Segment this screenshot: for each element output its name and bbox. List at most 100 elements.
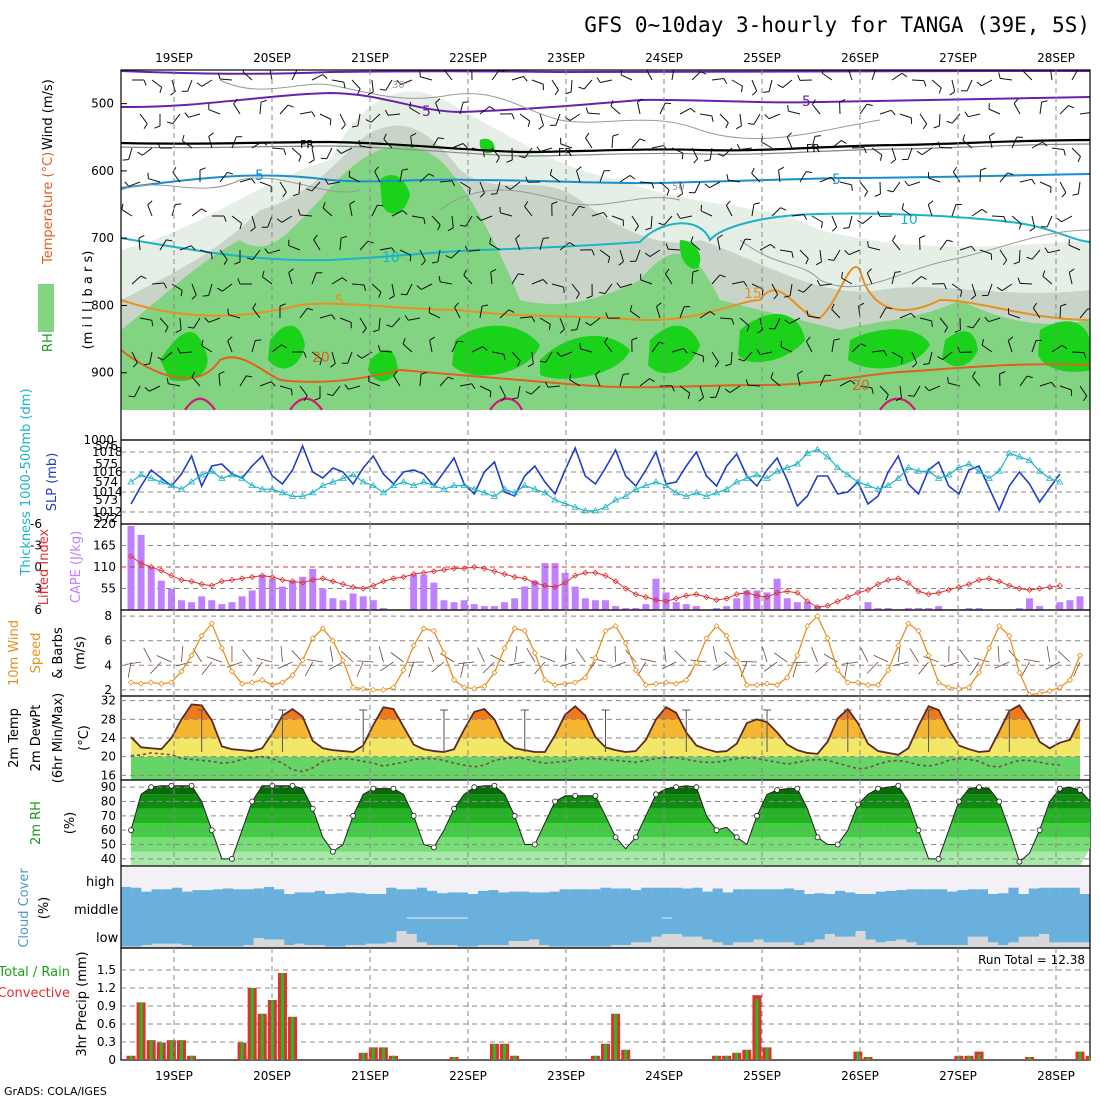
wind-barb-flag bbox=[363, 284, 367, 291]
precip-plot bbox=[121, 969, 1090, 1060]
surface-wind-barb bbox=[540, 655, 556, 663]
surface-wind-barb bbox=[329, 646, 334, 663]
cloud-cell-middle bbox=[794, 894, 805, 920]
thickness-point bbox=[369, 481, 378, 489]
cloud-cell-middle bbox=[192, 894, 204, 920]
y-tick-label: 70 bbox=[101, 809, 116, 823]
cloud-cell-high bbox=[886, 890, 897, 895]
wind-barb bbox=[1077, 181, 1081, 194]
wind-barb bbox=[291, 70, 298, 81]
wind-barb-flag bbox=[454, 302, 459, 308]
cloud-cell-high-bg bbox=[549, 866, 561, 894]
rh-point bbox=[249, 798, 256, 805]
wind-barb-flag bbox=[923, 80, 927, 87]
wind-barb bbox=[128, 147, 133, 160]
cloud-cell-low-sky bbox=[620, 920, 632, 946]
cloud-cell-high-bg bbox=[406, 866, 418, 894]
cloud-cell-low-sky bbox=[467, 920, 479, 947]
wind-barb bbox=[972, 317, 981, 329]
wind-barb bbox=[331, 79, 344, 83]
cloud-cell-low-sky bbox=[488, 920, 499, 946]
wind-barb bbox=[291, 147, 302, 157]
wind-barb bbox=[515, 238, 521, 251]
li-point bbox=[895, 575, 902, 582]
precip-bar-total bbox=[735, 1052, 739, 1060]
wind-barb bbox=[332, 385, 341, 396]
wind-speed-point bbox=[238, 680, 246, 687]
surface-wind-barb bbox=[534, 661, 546, 675]
wind-barb bbox=[968, 113, 981, 118]
wind-barb bbox=[1011, 136, 1018, 149]
rh-point bbox=[471, 784, 478, 791]
thickness-point bbox=[1056, 478, 1064, 485]
wind-barb bbox=[311, 147, 315, 160]
wind-barb bbox=[821, 72, 833, 81]
label-30: 30 bbox=[392, 80, 405, 91]
thickness-line bbox=[130, 448, 1061, 512]
cloud-cell-middle bbox=[631, 894, 642, 920]
surface-wind-barb bbox=[1073, 661, 1081, 677]
wind-barb bbox=[1019, 178, 1032, 183]
wind-speed-point bbox=[935, 679, 942, 686]
wind-barb-flag bbox=[463, 269, 467, 276]
wind-barb-flag bbox=[276, 218, 283, 223]
wind-barb-flag bbox=[885, 307, 893, 310]
wind-barb bbox=[811, 215, 823, 223]
cape-bar bbox=[511, 598, 519, 610]
cloud-cell-low bbox=[539, 945, 550, 948]
wind-barb bbox=[753, 113, 761, 125]
wind-barb-flag bbox=[340, 235, 347, 239]
surface-wind-barb bbox=[575, 648, 586, 663]
cape-bar bbox=[713, 608, 721, 610]
wind-barb bbox=[731, 281, 744, 285]
wind-barb-flag bbox=[483, 151, 485, 158]
wind-speed-point bbox=[975, 669, 983, 676]
cloud-cell-high bbox=[192, 890, 204, 895]
li-point bbox=[582, 569, 589, 576]
cloud-cell-middle bbox=[243, 894, 255, 920]
wind-barb-flag bbox=[864, 191, 868, 197]
surface-wind-barb bbox=[740, 661, 757, 663]
y-tick-label: 90 bbox=[101, 780, 116, 794]
cape-bar bbox=[803, 602, 811, 610]
wind-barb bbox=[611, 135, 614, 149]
wind-barb-flag bbox=[871, 387, 874, 394]
wind-barb bbox=[859, 385, 872, 389]
wind-barb bbox=[228, 314, 241, 319]
surface-wind-barb bbox=[431, 661, 445, 673]
cloud-cell-high bbox=[794, 890, 805, 895]
wind-barb bbox=[319, 314, 332, 319]
cloud-cell-middle bbox=[325, 894, 336, 920]
cloud-cell-high-bg bbox=[212, 866, 224, 894]
cloud-cell-low-sky bbox=[141, 920, 153, 946]
wind-barb-flag bbox=[612, 133, 619, 137]
wind-barb bbox=[919, 317, 932, 322]
cloud-cell-low bbox=[457, 946, 469, 948]
rh-point bbox=[128, 827, 134, 834]
wind-speed-point bbox=[622, 640, 629, 647]
cloud-cell-high bbox=[263, 886, 275, 895]
cape-bar bbox=[349, 593, 357, 610]
wind-barb bbox=[299, 308, 308, 319]
rh-point bbox=[511, 812, 518, 819]
cloud-cell-middle bbox=[518, 894, 530, 920]
cloud-level-low: low bbox=[96, 931, 119, 946]
li-point bbox=[1056, 582, 1063, 589]
precip-bar-total bbox=[715, 1055, 719, 1060]
thickness-point bbox=[521, 481, 529, 489]
thickness-point bbox=[450, 481, 458, 489]
wind-barb bbox=[928, 351, 933, 364]
temp-label-c: (6hr Min/Max) bbox=[51, 693, 66, 783]
wind-barb bbox=[419, 173, 430, 183]
cloud-cell-low-sky bbox=[743, 920, 754, 943]
surface-wind-barb bbox=[994, 661, 1010, 669]
cape-bar bbox=[177, 600, 185, 610]
wind-speed-point bbox=[996, 622, 1003, 630]
cloud-cell-middle bbox=[1079, 894, 1091, 920]
thickness-point bbox=[743, 474, 751, 481]
wind-barb-flag bbox=[844, 250, 850, 256]
cape-bar bbox=[480, 606, 488, 610]
cloud-cell-high-bg bbox=[325, 866, 336, 894]
